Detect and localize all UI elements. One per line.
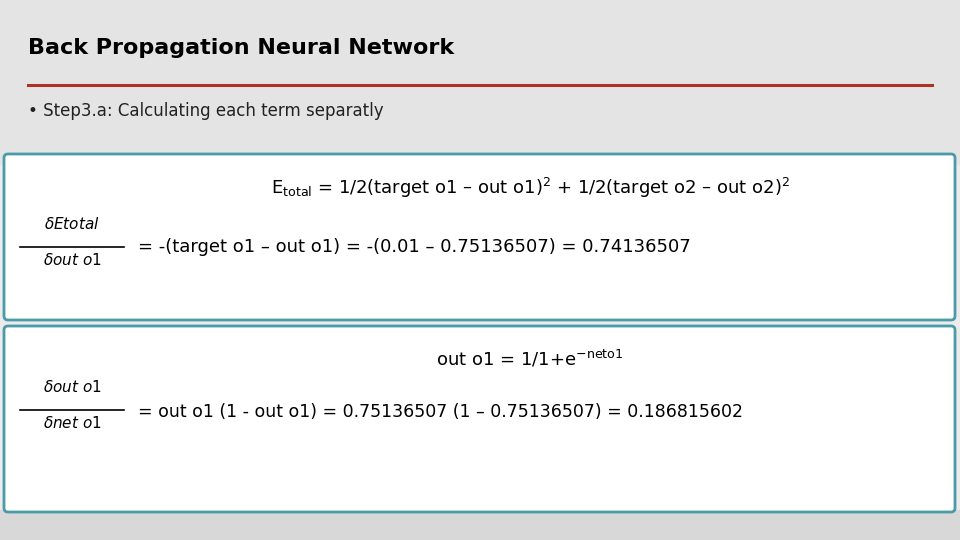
Bar [0,510,960,540]
Text: • Step3.a: Calculating each term separatly: • Step3.a: Calculating each term separat… [28,102,384,120]
Bar [0,0,960,165]
Text: $\mathit{\delta Etotal}$: $\mathit{\delta Etotal}$ [44,216,100,232]
Text: out o1 = 1/1+e$\mathregular{^{-neto1}}$: out o1 = 1/1+e$\mathregular{^{-neto1}}$ [437,348,624,369]
FancyBboxPatch shape [4,154,955,320]
Bar [0,165,960,540]
Text: $\mathit{\delta out\ o1}$: $\mathit{\delta out\ o1}$ [42,379,102,395]
Text: $\mathit{\delta net\ o1}$: $\mathit{\delta net\ o1}$ [42,415,102,431]
Text: Back Propagation Neural Network: Back Propagation Neural Network [28,38,454,58]
Text: = out o1 (1 - out o1) = 0.75136507 (1 – 0.75136507) = 0.186815602: = out o1 (1 - out o1) = 0.75136507 (1 – … [138,403,743,421]
Text: $\mathit{\delta out\ o1}$: $\mathit{\delta out\ o1}$ [42,252,102,268]
FancyBboxPatch shape [4,326,955,512]
Text: = -(target o1 – out o1) = -(0.01 – 0.75136507) = 0.74136507: = -(target o1 – out o1) = -(0.01 – 0.751… [138,238,691,256]
Text: $\mathregular{E_{total}}$ = 1/2(target o1 – out o1)$\mathregular{^2}$ + 1/2(targ: $\mathregular{E_{total}}$ = 1/2(target o… [271,176,789,200]
